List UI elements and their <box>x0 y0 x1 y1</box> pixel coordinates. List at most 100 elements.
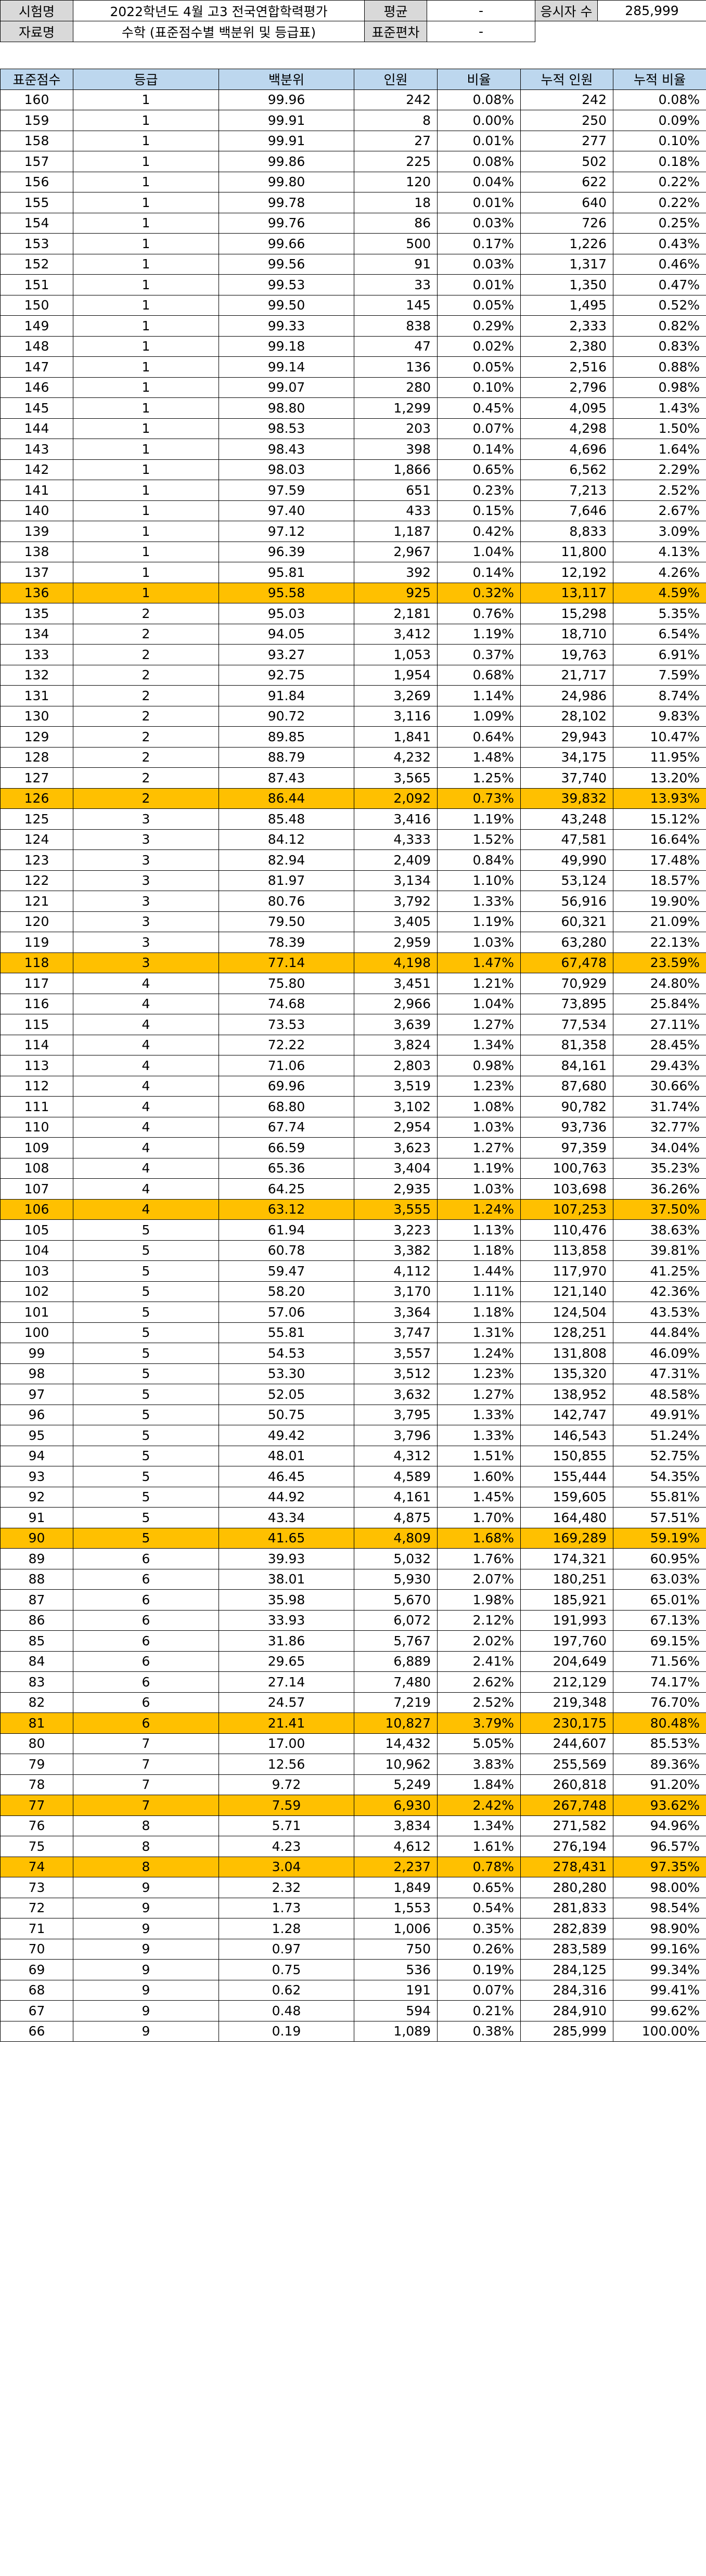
cumulative-ratio-cell: 0.09% <box>613 110 706 131</box>
table-row: 147 1 99.14 136 0.05% 2,516 0.88% <box>0 356 706 378</box>
grade-cell: 1 <box>73 151 219 172</box>
count-cell: 8 <box>354 110 438 131</box>
cumulative-ratio-cell: 21.09% <box>613 911 706 932</box>
percentile-cell: 1.28 <box>219 1918 354 1939</box>
table-row: 109 4 66.59 3,623 1.27% 97,359 34.04% <box>0 1137 706 1158</box>
grade-cell: 9 <box>73 1979 219 2001</box>
score-cell: 132 <box>0 664 73 686</box>
cumulative-count-cell: 87,680 <box>520 1075 613 1097</box>
grade-cell: 3 <box>73 808 219 830</box>
count-cell: 136 <box>354 356 438 378</box>
percentile-cell: 95.81 <box>219 562 354 583</box>
percentile-cell: 1.73 <box>219 1897 354 1918</box>
percentile-cell: 99.80 <box>219 171 354 192</box>
cumulative-ratio-cell: 69.15% <box>613 1630 706 1652</box>
cumulative-count-cell: 100,763 <box>520 1157 613 1179</box>
count-cell: 5,930 <box>354 1568 438 1590</box>
ratio-cell: 2.42% <box>437 1795 521 1816</box>
cumulative-count-cell: 1,226 <box>520 233 613 254</box>
percentile-cell: 61.94 <box>219 1219 354 1241</box>
cumulative-count-cell: 18,710 <box>520 623 613 645</box>
ratio-cell: 1.47% <box>437 952 521 973</box>
ratio-cell: 1.76% <box>437 1548 521 1569</box>
score-cell: 72 <box>0 1897 73 1918</box>
count-cell: 392 <box>354 562 438 583</box>
grade-cell: 5 <box>73 1384 219 1405</box>
cumulative-count-cell: 267,748 <box>520 1795 613 1816</box>
table-row: 125 3 85.48 3,416 1.19% 43,248 15.12% <box>0 808 706 830</box>
cumulative-ratio-cell: 11.95% <box>613 746 706 768</box>
score-cell: 152 <box>0 253 73 275</box>
table-row: 92 5 44.92 4,161 1.45% 159,605 55.81% <box>0 1486 706 1508</box>
cumulative-count-cell: 107,253 <box>520 1199 613 1220</box>
percentile-cell: 7.59 <box>219 1795 354 1816</box>
cumulative-ratio-cell: 0.88% <box>613 356 706 378</box>
count-cell: 3,824 <box>354 1034 438 1055</box>
cumulative-ratio-cell: 27.11% <box>613 1014 706 1035</box>
grade-cell: 5 <box>73 1404 219 1425</box>
score-cell: 95 <box>0 1425 73 1446</box>
ratio-cell: 0.14% <box>437 439 521 460</box>
cumulative-count-cell: 7,213 <box>520 480 613 501</box>
count-cell: 4,612 <box>354 1836 438 1857</box>
table-row: 146 1 99.07 280 0.10% 2,796 0.98% <box>0 377 706 398</box>
ratio-cell: 1.24% <box>437 1343 521 1364</box>
ratio-cell: 0.01% <box>437 130 521 151</box>
percentile-cell: 91.84 <box>219 685 354 706</box>
cumulative-count-cell: 219,348 <box>520 1692 613 1713</box>
grade-cell: 6 <box>73 1630 219 1652</box>
count-cell: 2,966 <box>354 993 438 1014</box>
score-cell: 151 <box>0 274 73 295</box>
score-cell: 118 <box>0 952 73 973</box>
ratio-cell: 0.64% <box>437 726 521 748</box>
score-cell: 97 <box>0 1384 73 1405</box>
score-cell: 126 <box>0 788 73 809</box>
cumulative-ratio-cell: 99.41% <box>613 1979 706 2001</box>
score-cell: 134 <box>0 623 73 645</box>
ratio-cell: 1.31% <box>437 1322 521 1343</box>
cumulative-count-cell: 502 <box>520 151 613 172</box>
grade-cell: 1 <box>73 89 219 110</box>
cumulative-ratio-cell: 32.77% <box>613 1116 706 1138</box>
table-row: 142 1 98.03 1,866 0.65% 6,562 2.29% <box>0 459 706 480</box>
score-cell: 119 <box>0 932 73 953</box>
count-cell: 750 <box>354 1938 438 1960</box>
ratio-cell: 0.00% <box>437 110 521 131</box>
ratio-cell: 0.10% <box>437 377 521 398</box>
count-cell: 433 <box>354 500 438 521</box>
count-cell: 5,032 <box>354 1548 438 1569</box>
cumulative-ratio-cell: 0.83% <box>613 336 706 357</box>
table-row: 83 6 27.14 7,480 2.62% 212,129 74.17% <box>0 1671 706 1693</box>
percentile-cell: 98.53 <box>219 418 354 439</box>
score-cell: 143 <box>0 439 73 460</box>
table-row: 119 3 78.39 2,959 1.03% 63,280 22.13% <box>0 932 706 953</box>
score-cell: 113 <box>0 1055 73 1076</box>
ratio-cell: 0.15% <box>437 500 521 521</box>
table-row: 152 1 99.56 91 0.03% 1,317 0.46% <box>0 253 706 275</box>
grade-cell: 7 <box>73 1733 219 1754</box>
percentile-cell: 17.00 <box>219 1733 354 1754</box>
ratio-cell: 0.78% <box>437 1856 521 1877</box>
ratio-cell: 0.17% <box>437 233 521 254</box>
cumulative-ratio-cell: 23.59% <box>613 952 706 973</box>
score-cell: 123 <box>0 849 73 871</box>
table-row: 80 7 17.00 14,432 5.05% 244,607 85.53% <box>0 1733 706 1754</box>
table-row: 112 4 69.96 3,519 1.23% 87,680 30.66% <box>0 1075 706 1097</box>
cumulative-ratio-cell: 0.46% <box>613 253 706 275</box>
grade-cell: 4 <box>73 1116 219 1138</box>
count-cell: 2,803 <box>354 1055 438 1076</box>
cumulative-ratio-cell: 39.81% <box>613 1240 706 1261</box>
table-row: 85 6 31.86 5,767 2.02% 197,760 69.15% <box>0 1630 706 1652</box>
grade-cell: 1 <box>73 562 219 583</box>
cumulative-ratio-cell: 6.54% <box>613 623 706 645</box>
count-cell: 2,935 <box>354 1178 438 1200</box>
column-header: 등급 <box>73 69 219 90</box>
ratio-cell: 0.32% <box>437 582 521 603</box>
cumulative-ratio-cell: 4.26% <box>613 562 706 583</box>
count-cell: 4,333 <box>354 829 438 850</box>
table-row: 84 6 29.65 6,889 2.41% 204,649 71.56% <box>0 1651 706 1672</box>
cumulative-ratio-cell: 2.67% <box>613 500 706 521</box>
count-cell: 2,954 <box>354 1116 438 1138</box>
grade-cell: 4 <box>73 973 219 994</box>
score-cell: 107 <box>0 1178 73 1200</box>
